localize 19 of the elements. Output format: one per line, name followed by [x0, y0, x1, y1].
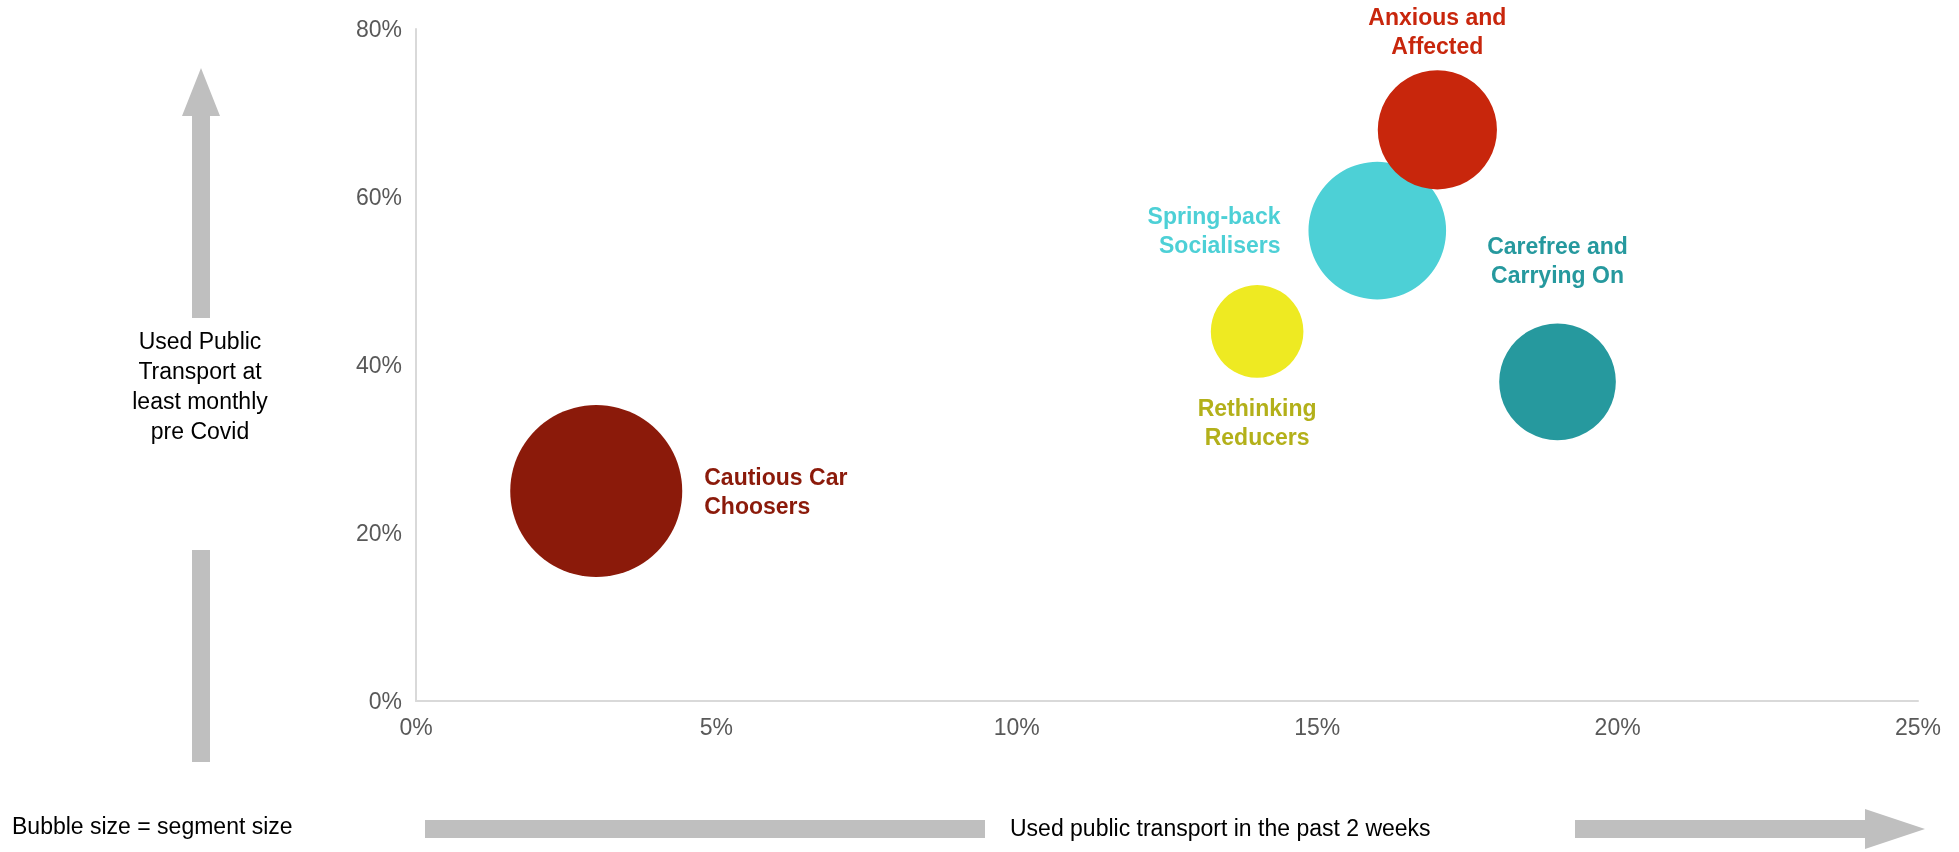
x-tick-label: 0% [399, 713, 433, 740]
series-label: Spring-back Socialisers [1147, 203, 1281, 259]
series-label: Anxious and Affected [1368, 3, 1507, 59]
text: Carefree and Carrying On [1487, 232, 1628, 288]
x-tick-label: 5% [699, 713, 734, 740]
y-axis-title: Used Public Transport at least monthly pre Covid [131, 327, 269, 446]
y-tick-label: 60% [355, 184, 402, 210]
text: Bubble size = segment size [12, 813, 293, 840]
x-axis-title: Used public transport in the past 2 weeks [1010, 815, 1432, 842]
y-tick-label: 20% [355, 520, 402, 546]
x-tick-label: 25% [1894, 713, 1942, 740]
x-tick-label: 15% [1294, 713, 1341, 740]
x-tick-label: 20% [1594, 713, 1641, 740]
series-label: Cautious Car Choosers [704, 463, 848, 519]
series-label: Rethinking Reducers [1197, 395, 1317, 451]
y-tick-label: 40% [355, 352, 402, 378]
x-tick-label: 10% [993, 713, 1040, 740]
y-tick-label: 0% [368, 688, 402, 714]
y-tick-label: 80% [355, 16, 402, 42]
